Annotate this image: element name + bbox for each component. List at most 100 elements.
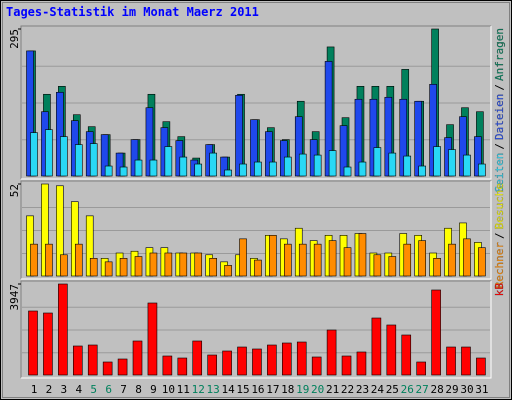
bevel-dark <box>20 280 491 378</box>
x-tick-label: 4 <box>75 383 82 396</box>
x-tick-label: 20 <box>311 383 324 396</box>
bar <box>265 131 273 177</box>
bar <box>296 341 307 376</box>
bar <box>30 243 38 277</box>
bar <box>74 243 83 277</box>
bar <box>403 155 412 177</box>
bar <box>343 166 352 177</box>
bevel-light <box>21 181 492 280</box>
x-tick-label: 18 <box>281 383 294 396</box>
x-tick-label: 26 <box>401 383 414 396</box>
bar <box>89 258 98 277</box>
bar <box>164 252 173 277</box>
bar <box>30 132 38 177</box>
y-tick-label: 3947 <box>8 284 21 311</box>
bar <box>250 119 258 177</box>
x-tick-label: 30 <box>460 383 473 396</box>
bar <box>222 350 232 376</box>
legend-entry: Anfragen <box>493 28 506 81</box>
bevel-light <box>21 26 492 180</box>
bar <box>209 258 217 277</box>
bar <box>433 146 441 177</box>
bar <box>72 345 83 376</box>
bar <box>313 154 322 177</box>
bar <box>388 152 397 177</box>
bar <box>41 183 49 277</box>
bar <box>26 50 34 177</box>
bar <box>326 329 337 376</box>
bar <box>237 346 247 376</box>
bar <box>102 361 113 376</box>
x-tick-label: 31 <box>475 383 488 396</box>
bar <box>119 258 128 277</box>
bar <box>117 358 128 376</box>
bar <box>358 161 367 177</box>
bar <box>89 143 98 177</box>
bar <box>474 136 482 177</box>
legend-separator: / <box>493 143 506 150</box>
bar <box>220 156 228 177</box>
bar <box>403 243 412 277</box>
legend: Seiten / Dateien / Anfragen <box>493 28 506 192</box>
bar <box>239 238 247 277</box>
legend-entry: Seiten <box>493 153 506 193</box>
bar <box>328 240 337 277</box>
bar <box>343 247 352 277</box>
bar <box>145 107 154 177</box>
x-tick-label: 16 <box>251 383 264 396</box>
bar <box>28 310 38 376</box>
x-tick-label: 15 <box>236 383 249 396</box>
bar <box>56 185 64 277</box>
x-tick-label: 19 <box>296 383 309 396</box>
bar <box>134 256 143 277</box>
bar <box>130 139 139 177</box>
x-tick-label: 10 <box>162 383 175 396</box>
x-tick-label: 13 <box>207 383 220 396</box>
bar <box>459 116 467 177</box>
bar <box>179 156 188 177</box>
y-tick-label: 295 <box>8 29 21 49</box>
bar <box>414 100 422 177</box>
legend-entry: Rechner <box>493 242 506 289</box>
bar <box>328 150 337 177</box>
bar <box>478 247 486 277</box>
x-tick-label: 8 <box>135 383 142 396</box>
bar <box>239 163 247 177</box>
bar <box>463 238 471 277</box>
bar <box>162 355 173 376</box>
bar <box>373 147 382 177</box>
bar <box>294 116 303 177</box>
bar <box>431 289 441 376</box>
bar <box>418 240 426 277</box>
bar <box>478 163 486 177</box>
bar <box>119 166 128 177</box>
bar <box>87 344 98 376</box>
x-tick-label: 11 <box>177 383 190 396</box>
x-tick-label: 14 <box>221 383 235 396</box>
bar <box>224 265 232 277</box>
bar <box>448 149 456 177</box>
bar <box>433 258 441 277</box>
bar <box>284 156 292 177</box>
bar <box>461 346 471 376</box>
bar <box>313 243 322 277</box>
bar <box>418 165 426 177</box>
bar <box>58 283 68 376</box>
bar <box>388 256 397 277</box>
bar <box>60 136 68 177</box>
bar <box>269 161 277 177</box>
bar <box>235 94 243 177</box>
bar <box>164 146 173 177</box>
bar <box>341 355 352 376</box>
chart-title: Tages-Statistik im Monat Maerz 2011 <box>6 5 259 19</box>
bar <box>194 252 203 277</box>
bar <box>115 152 124 177</box>
bar <box>100 134 109 177</box>
bar <box>371 317 382 376</box>
bar <box>179 252 188 277</box>
bar <box>192 340 203 376</box>
bar <box>373 254 382 277</box>
bar <box>267 344 277 376</box>
bar <box>399 98 408 177</box>
